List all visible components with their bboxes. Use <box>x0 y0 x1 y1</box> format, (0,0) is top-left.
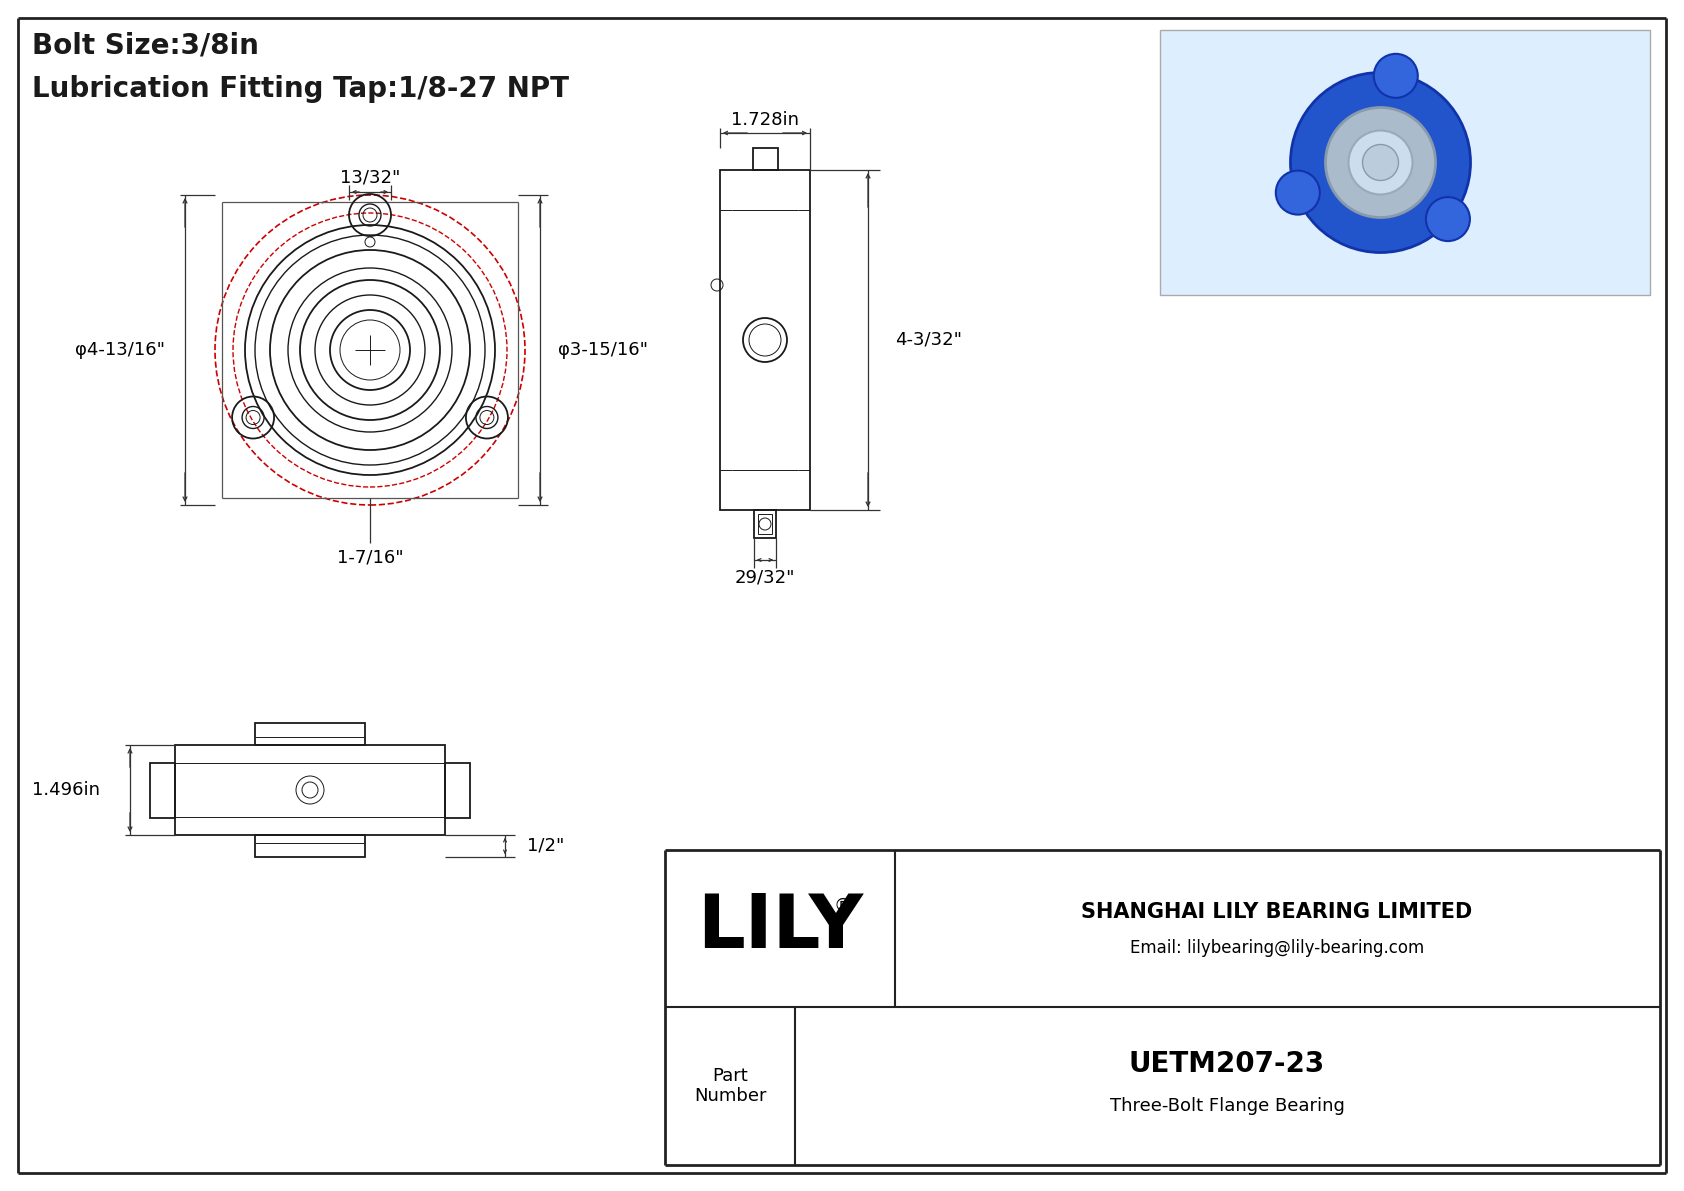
Text: SHANGHAI LILY BEARING LIMITED: SHANGHAI LILY BEARING LIMITED <box>1081 902 1472 922</box>
Circle shape <box>1426 197 1470 241</box>
Circle shape <box>1362 144 1398 181</box>
Circle shape <box>1325 107 1435 218</box>
Bar <box>254 835 365 858</box>
Text: 1-7/16": 1-7/16" <box>337 549 402 567</box>
Text: 1.728in: 1.728in <box>731 111 798 129</box>
Circle shape <box>1349 131 1413 194</box>
Text: 13/32": 13/32" <box>340 168 401 186</box>
Bar <box>254 723 365 746</box>
Text: UETM207-23: UETM207-23 <box>1128 1050 1325 1078</box>
Text: Bolt Size:3/8in: Bolt Size:3/8in <box>32 32 259 60</box>
Text: LILY: LILY <box>697 892 864 965</box>
Bar <box>150 763 175 818</box>
Text: 29/32": 29/32" <box>734 569 795 587</box>
Text: Three-Bolt Flange Bearing: Three-Bolt Flange Bearing <box>1110 1097 1344 1115</box>
Text: 1.496in: 1.496in <box>32 781 99 799</box>
Bar <box>754 510 776 538</box>
Text: ®: ® <box>834 897 850 915</box>
Circle shape <box>1290 73 1470 252</box>
Circle shape <box>1276 170 1320 214</box>
Text: φ4-13/16": φ4-13/16" <box>76 341 165 358</box>
Bar <box>721 170 810 510</box>
Circle shape <box>1374 54 1418 98</box>
Text: Part
Number: Part Number <box>694 1067 766 1105</box>
Text: 1/2": 1/2" <box>527 837 564 855</box>
Text: 4-3/32": 4-3/32" <box>894 331 962 349</box>
Bar <box>445 763 470 818</box>
Bar <box>175 746 445 835</box>
Bar <box>753 148 778 170</box>
Text: Lubrication Fitting Tap:1/8-27 NPT: Lubrication Fitting Tap:1/8-27 NPT <box>32 75 569 102</box>
Text: φ3-15/16": φ3-15/16" <box>557 341 648 358</box>
Bar <box>1160 30 1650 295</box>
Bar <box>758 515 771 534</box>
Text: Email: lilybearing@lily-bearing.com: Email: lilybearing@lily-bearing.com <box>1130 939 1425 958</box>
